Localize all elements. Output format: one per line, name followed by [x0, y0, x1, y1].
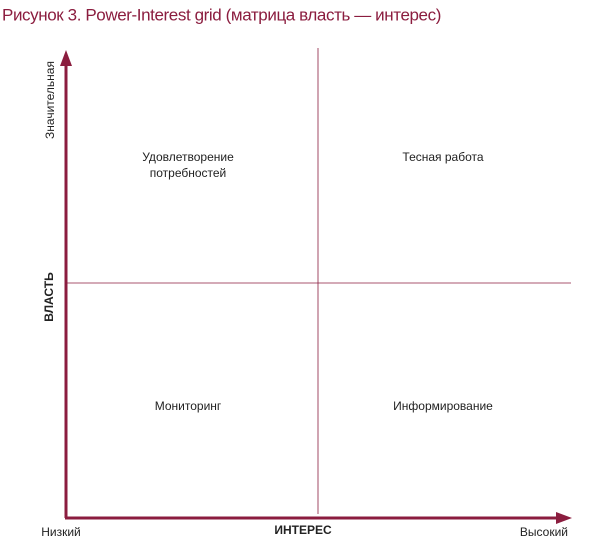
x-axis-label: ИНТЕРЕС — [274, 523, 332, 537]
quadrant-label: Мониторинг — [155, 399, 222, 413]
quadrant-label: потребностей — [150, 166, 227, 180]
y-axis-label: ВЛАСТЬ — [42, 272, 56, 322]
x-axis-low: Низкий — [41, 525, 81, 539]
x-axis-high: Высокий — [520, 525, 568, 539]
x-axis-arrow — [556, 512, 572, 524]
title: Рисунок 3. Power-Interest grid (матрица … — [2, 5, 441, 24]
y-axis-arrow — [60, 50, 72, 66]
quadrant-label: Удовлетворение — [142, 150, 234, 164]
quadrant-label: Информирование — [393, 399, 493, 413]
quadrant-label: Тесная работа — [402, 150, 483, 164]
y-axis-high: Значительная — [43, 61, 57, 139]
